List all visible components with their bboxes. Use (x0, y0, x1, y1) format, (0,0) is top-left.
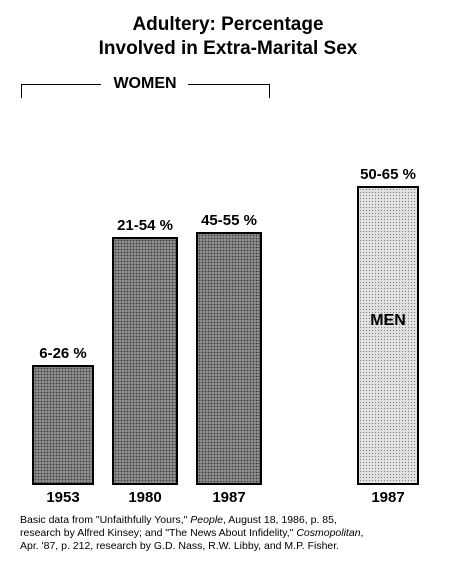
women-bracket-right (188, 84, 270, 85)
source-line-1: Basic data from "Unfaithfully Yours," Pe… (20, 514, 337, 526)
year-label-women-1987: 1987 (212, 489, 246, 506)
value-label-women-1980: 21-54 % (117, 217, 173, 234)
source-line-2: research by Alfred Kinsey; and "The News… (20, 527, 364, 539)
value-label-women-1953: 6-26 % (39, 345, 87, 362)
chart-title-line-1: Adultery: Percentage (132, 14, 324, 35)
bar-women-1987 (196, 232, 262, 485)
men-series-label: MEN (370, 311, 406, 329)
year-label-men-1987: 1987 (371, 489, 405, 506)
source-note: Basic data from "Unfaithfully Yours," Pe… (20, 514, 450, 553)
bar-women-1980 (112, 237, 178, 485)
chart-title-line-2: Involved in Extra-Marital Sex (98, 38, 358, 59)
value-label-men-1987: 50-65 % (360, 166, 416, 183)
women-bracket-left (21, 84, 101, 85)
bar-men-1987 (357, 186, 419, 485)
women-bracket-left-tick (21, 84, 22, 98)
bar-women-1953 (32, 365, 94, 485)
women-group-label: WOMEN (113, 75, 177, 92)
women-bracket-right-tick (269, 84, 270, 98)
source-line-3: Apr. '87, p. 212, research by G.D. Nass,… (20, 540, 340, 552)
value-label-women-1987: 45-55 % (201, 212, 257, 229)
year-label-women-1953: 1953 (46, 489, 80, 506)
year-label-women-1980: 1980 (128, 489, 162, 506)
